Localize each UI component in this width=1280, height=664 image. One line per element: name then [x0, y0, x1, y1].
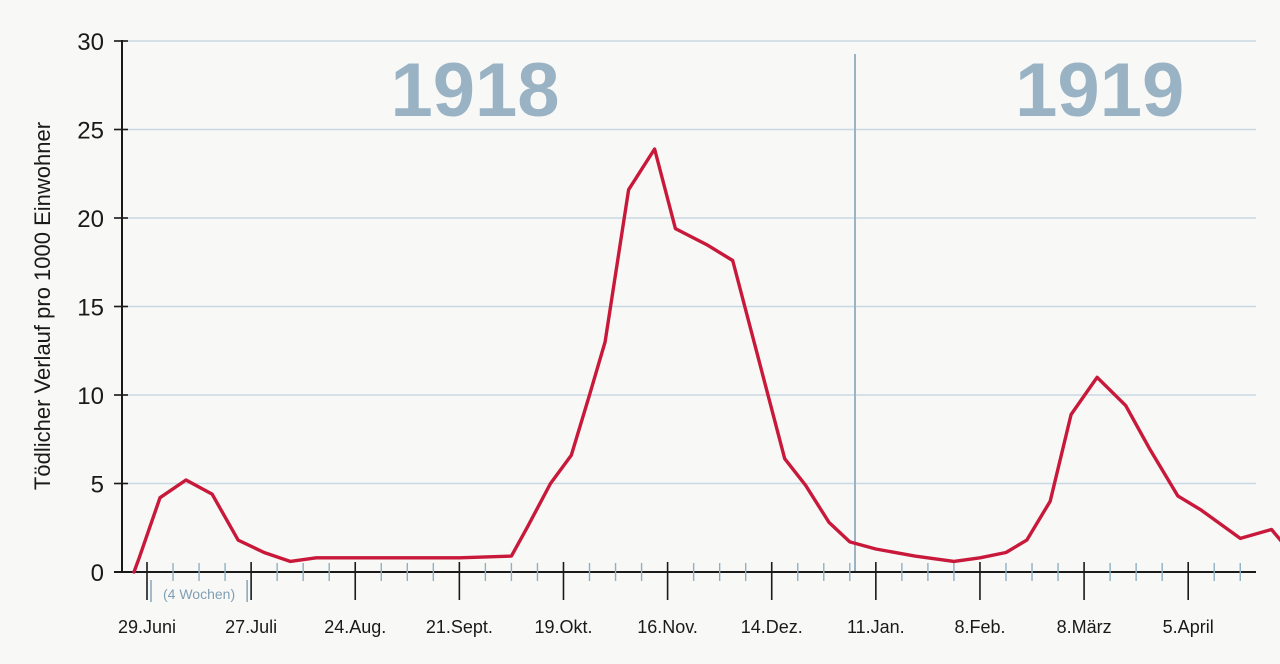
axis-layer	[114, 40, 1256, 600]
y-axis-title: Tödlicher Verlauf pro 1000 Einwohner	[30, 122, 55, 490]
x-tick-label: 21.Sept.	[426, 617, 493, 637]
label-layer: 0 5 10 15 20 25 30 29.Juni 27.Juli 24.Aug. 21.Sept…	[30, 29, 1214, 637]
x-tick-label: 27.Juli	[225, 617, 277, 637]
series-layer	[132, 147, 1280, 574]
series-line	[132, 147, 1280, 574]
x-tick-label: 24.Aug.	[324, 617, 386, 637]
y-tick-label: 20	[77, 206, 104, 233]
year-label-1919: 1919	[1015, 48, 1184, 133]
grid-layer	[114, 40, 1256, 485]
y-tick-label: 25	[77, 118, 104, 145]
x-tick-label: 14.Dez.	[741, 617, 803, 637]
y-tick-label: 30	[77, 29, 104, 56]
year-label-1918: 1918	[390, 48, 559, 133]
y-tick-label: 0	[91, 560, 104, 587]
x-tick-label: 16.Nov.	[637, 617, 698, 637]
x-tick-label: 11.Jan.	[847, 617, 905, 637]
x-tick-label: 8.März	[1057, 617, 1112, 637]
x-tick-label: 5.April	[1163, 617, 1214, 637]
y-tick-label: 10	[77, 383, 104, 410]
note-label: (4 Wochen)	[163, 586, 235, 602]
x-tick-label: 19.Okt.	[534, 617, 592, 637]
x-tick-label: 8.Feb.	[954, 617, 1005, 637]
x-tick-label: 29.Juni	[118, 617, 176, 637]
y-tick-label: 15	[77, 295, 104, 322]
y-tick-label: 5	[91, 472, 104, 499]
year-layer: 1918 1919	[390, 48, 1184, 572]
